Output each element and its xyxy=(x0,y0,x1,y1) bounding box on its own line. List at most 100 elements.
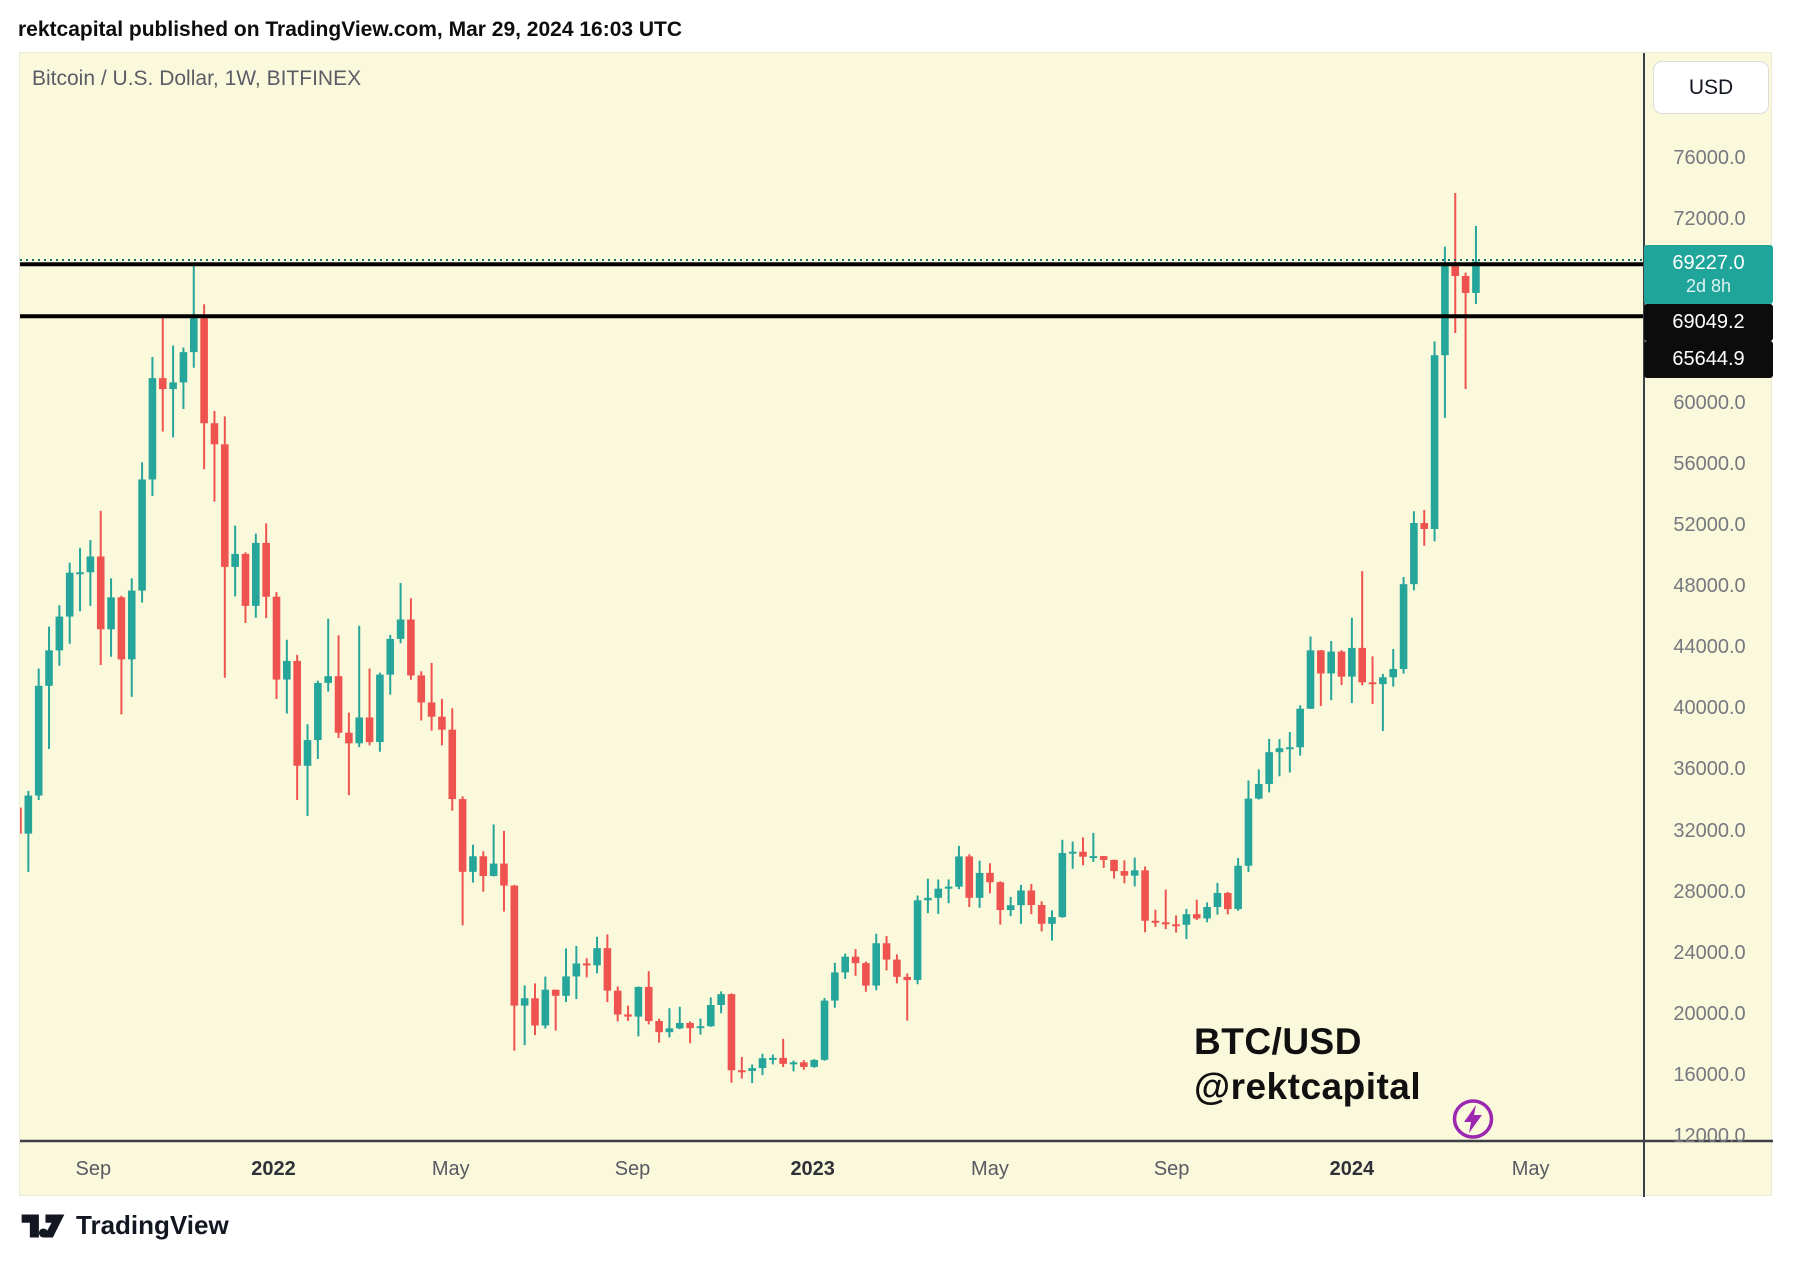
price-tick-label: 16000.0 xyxy=(1673,1064,1746,1087)
candle-body xyxy=(489,863,498,876)
candle-body xyxy=(986,872,994,883)
candle-body xyxy=(376,674,384,743)
candle-body xyxy=(272,596,281,680)
price-tick-label: 76000.0 xyxy=(1673,147,1746,169)
candle-body xyxy=(810,1059,818,1067)
candlestick-plot[interactable] xyxy=(20,53,1773,1197)
time-tick-label-sep: Sep xyxy=(1153,1158,1190,1180)
candle-body xyxy=(644,986,653,1022)
watermark-handle: @rektcapital xyxy=(1194,1066,1422,1107)
current-price-value: 69227.0 xyxy=(1672,252,1745,275)
candle-body xyxy=(924,897,932,901)
candle-body xyxy=(345,732,353,744)
time-tick-label-sep: Sep xyxy=(614,1158,651,1180)
candle-body xyxy=(210,423,219,445)
candle-body xyxy=(624,1014,632,1017)
price-tick-label: 32000.0 xyxy=(1673,819,1746,842)
candle-body xyxy=(1141,870,1149,921)
candle-body xyxy=(1255,783,1263,799)
candle-body xyxy=(1058,853,1067,918)
price-tick-label: 48000.0 xyxy=(1673,575,1746,597)
candle-body xyxy=(438,716,446,730)
currency-usd-button[interactable]: USD xyxy=(1653,61,1769,114)
time-tick-label-2024: 2024 xyxy=(1329,1158,1375,1180)
candle-body xyxy=(20,807,22,834)
publish-attribution-text: rektcapital published on TradingView.com… xyxy=(18,18,683,41)
candle-body xyxy=(200,318,208,424)
price-tick-label: 36000.0 xyxy=(1673,758,1746,781)
candle-body xyxy=(417,675,426,703)
candle-body xyxy=(613,990,622,1015)
candle-body xyxy=(551,989,560,996)
price-tick-label: 40000.0 xyxy=(1673,697,1746,720)
candle-body xyxy=(427,702,436,717)
candle-body xyxy=(252,542,260,606)
tradingview-footer-logo[interactable]: TradingView xyxy=(20,1210,229,1241)
candle-body xyxy=(469,856,477,872)
time-tick-label-sep: Sep xyxy=(75,1158,112,1180)
candle-body xyxy=(1286,747,1294,750)
candle-body xyxy=(500,863,508,886)
candle-body xyxy=(1420,523,1429,529)
chart-pane[interactable]: Bitcoin / U.S. Dollar, 1W, BITFINEX BTC/… xyxy=(19,52,1773,1197)
candle-body xyxy=(24,795,33,834)
candle-body xyxy=(1037,905,1046,924)
candle-body xyxy=(189,318,198,353)
candle-body xyxy=(696,1026,705,1029)
price-tick-label: 20000.0 xyxy=(1673,1003,1746,1025)
candle-body xyxy=(324,676,332,683)
candle-body xyxy=(1430,355,1439,529)
candle-body xyxy=(158,378,167,390)
price-tick-label: 56000.0 xyxy=(1673,452,1746,475)
candle-body xyxy=(1223,892,1232,910)
chart-symbol-title: Bitcoin / U.S. Dollar, 1W, BITFINEX xyxy=(32,67,362,90)
lightning-boost-icon[interactable] xyxy=(1452,1099,1496,1141)
candle-body xyxy=(1451,265,1460,277)
candle-body xyxy=(1213,892,1222,908)
candle-body xyxy=(65,572,74,617)
candle-body xyxy=(1161,922,1170,925)
candle-body xyxy=(1441,265,1449,356)
candle-body xyxy=(355,717,364,744)
candle-body xyxy=(1048,917,1056,924)
candle-body xyxy=(138,479,146,591)
candle-body xyxy=(407,619,415,676)
candle-body xyxy=(789,1062,798,1065)
candle-body xyxy=(1006,905,1015,911)
candle-body xyxy=(562,976,570,996)
price-tick-label: 52000.0 xyxy=(1673,513,1746,536)
candle-body xyxy=(851,956,860,964)
price-tick-label: 24000.0 xyxy=(1673,941,1746,964)
candle-body xyxy=(1265,752,1273,784)
candle-body xyxy=(55,616,64,651)
candle-body xyxy=(913,900,922,981)
watermark-symbol: BTC/USD xyxy=(1194,1021,1362,1062)
price-tick-label: 28000.0 xyxy=(1673,880,1746,903)
level-price-badge-69049: 69049.2 xyxy=(1644,303,1773,341)
candle-body xyxy=(510,885,519,1006)
candle-body xyxy=(365,717,374,743)
candle-body xyxy=(717,994,725,1005)
time-tick-label-may: May xyxy=(1511,1158,1550,1180)
candle-body xyxy=(1110,859,1118,872)
candle-body xyxy=(975,872,984,898)
candle-body xyxy=(1192,914,1201,919)
candle-body xyxy=(520,998,529,1006)
candle-body xyxy=(955,856,963,887)
candle-body xyxy=(1182,914,1191,925)
candle-body xyxy=(1348,647,1356,677)
candle-body xyxy=(1461,276,1470,293)
candle-body xyxy=(34,685,43,796)
candle-body xyxy=(262,542,270,597)
candle-body xyxy=(241,553,250,606)
candle-body xyxy=(675,1022,684,1029)
candle-body xyxy=(1068,851,1077,854)
candle-body xyxy=(603,948,612,991)
candle-body xyxy=(1027,890,1036,906)
candle-body xyxy=(1389,669,1398,678)
candle-body xyxy=(1089,856,1098,859)
time-tick-label-may: May xyxy=(431,1158,470,1180)
candle-body xyxy=(541,989,550,1026)
candle-body xyxy=(76,572,84,575)
candle-body xyxy=(872,943,881,986)
